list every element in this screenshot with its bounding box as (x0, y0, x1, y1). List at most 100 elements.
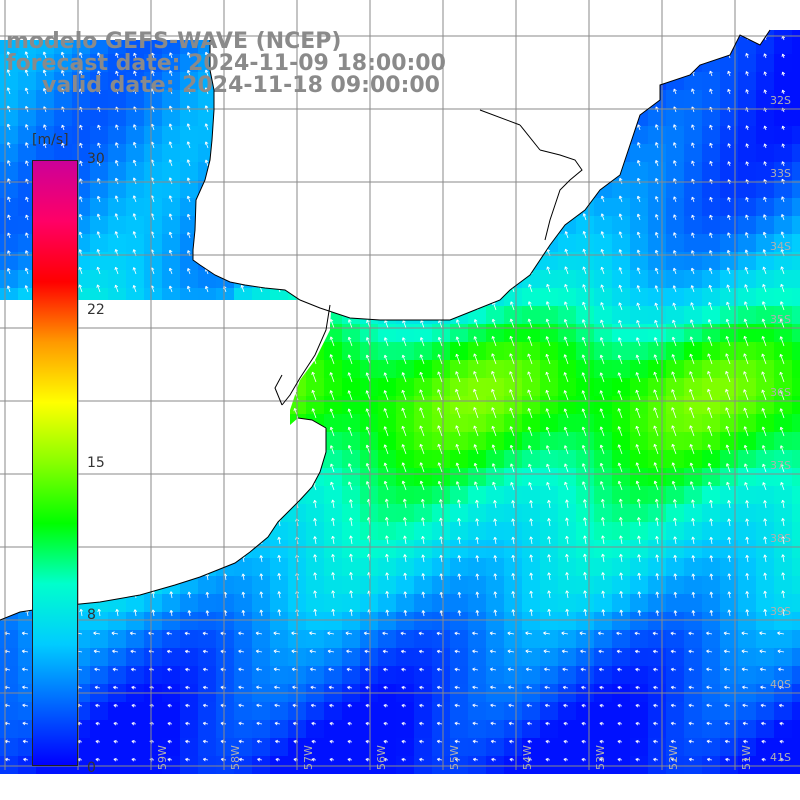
wind-arrow (114, 266, 119, 275)
wind-arrow (546, 301, 551, 311)
wind-arrow (745, 554, 750, 563)
wind-arrow (330, 463, 335, 473)
wind-speed-cell (792, 612, 800, 630)
wind-speed-cell (108, 612, 126, 630)
wind-arrow (689, 388, 695, 401)
wind-arrow (329, 318, 335, 329)
wind-speed-cell (144, 108, 162, 126)
wind-speed-cell (198, 270, 216, 288)
wind-arrow (691, 88, 695, 95)
wind-speed-cell (144, 126, 162, 144)
wind-arrow (636, 302, 641, 311)
wind-arrow (43, 142, 47, 149)
wind-speed-cell (738, 252, 756, 270)
wind-speed-cell (234, 576, 252, 594)
wind-arrow (618, 319, 623, 329)
wind-arrow (763, 536, 768, 545)
wind-speed-cell (540, 270, 558, 288)
wind-speed-cell (306, 756, 324, 774)
wind-speed-cell (666, 756, 684, 774)
wind-speed-cell (774, 306, 792, 324)
wind-arrow (529, 554, 534, 563)
wind-arrow (383, 354, 389, 365)
wind-arrow (779, 371, 785, 383)
wind-speed-cell (684, 252, 702, 270)
wind-speed-cell (378, 648, 396, 666)
wind-arrow (365, 739, 371, 744)
wind-arrow (673, 610, 678, 617)
wind-arrow (528, 301, 533, 311)
wind-arrow (745, 196, 749, 203)
wind-arrow (727, 70, 731, 77)
wind-arrow (439, 517, 443, 527)
wind-arrow (565, 553, 569, 563)
wind-speed-cell (90, 198, 108, 216)
wind-speed-cell (648, 396, 666, 414)
wind-speed-cell (378, 540, 396, 558)
wind-speed-cell (594, 468, 612, 486)
wind-arrow (151, 609, 156, 617)
wind-arrow (707, 388, 713, 401)
wind-arrow (779, 408, 785, 419)
wind-arrow (726, 301, 731, 311)
wind-speed-cell (18, 162, 36, 180)
wind-speed-cell (198, 666, 216, 684)
wind-speed-cell (342, 666, 360, 684)
wind-speed-cell (144, 54, 162, 72)
wind-arrow (22, 739, 29, 744)
wind-arrow (581, 721, 587, 726)
wind-speed-cell (396, 666, 414, 684)
wind-arrow (618, 213, 623, 221)
wind-speed-cell (378, 378, 396, 396)
wind-arrow (742, 703, 749, 708)
wind-arrow (709, 70, 713, 77)
wind-speed-cell (360, 342, 378, 360)
wind-speed-cell (0, 144, 18, 162)
wind-speed-cell (18, 648, 36, 666)
wind-speed-cell (342, 414, 360, 432)
wind-speed-cell (90, 72, 108, 90)
wind-arrow (655, 196, 659, 203)
wind-speed-cell (324, 468, 342, 486)
wind-speed-cell (630, 414, 648, 432)
wind-speed-cell (630, 144, 648, 162)
wind-speed-cell (18, 702, 36, 720)
wind-speed-cell (756, 54, 774, 72)
wind-arrow (310, 685, 317, 690)
wind-arrow (507, 667, 515, 672)
argentina-land-area (0, 300, 332, 620)
wind-arrow (491, 444, 497, 455)
wind-speed-cell (540, 576, 558, 594)
wind-arrow (401, 389, 407, 401)
wind-speed-cell (738, 90, 756, 108)
wind-speed-cell (774, 216, 792, 234)
wind-arrow (761, 353, 767, 365)
wind-arrow (723, 631, 731, 636)
wind-arrow (618, 267, 623, 275)
wind-arrow (546, 463, 551, 473)
wind-arrow (24, 51, 29, 59)
wind-speed-cell (486, 432, 504, 450)
wind-speed-cell (180, 72, 198, 90)
wind-arrow (436, 685, 443, 690)
wind-arrow (653, 337, 659, 347)
wind-speed-cell (414, 432, 432, 450)
wind-speed-cell (756, 612, 774, 630)
wind-arrow (601, 572, 605, 581)
wind-arrow (365, 481, 371, 491)
wind-arrow (383, 739, 389, 744)
wind-arrow (781, 554, 785, 563)
wind-arrow (437, 354, 443, 365)
wind-speed-cell (396, 522, 414, 540)
wind-speed-cell (738, 378, 756, 396)
wind-arrow (79, 142, 83, 149)
wind-speed-cell (216, 648, 234, 666)
wind-speed-cell (666, 270, 684, 288)
wind-speed-cell (162, 630, 180, 648)
wind-speed-cell (702, 486, 720, 504)
wind-arrow (670, 649, 677, 654)
wind-arrow (186, 159, 191, 167)
wind-arrow (403, 609, 408, 617)
wind-arrow (112, 649, 119, 654)
wind-speed-cell (396, 504, 414, 522)
